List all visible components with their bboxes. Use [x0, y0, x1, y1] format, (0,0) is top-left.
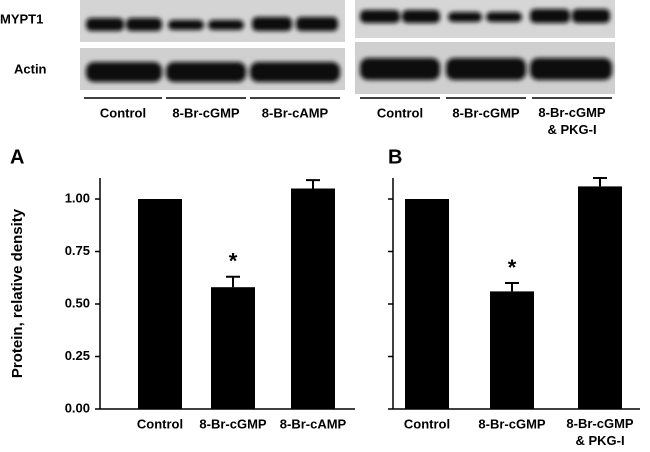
group-label: Control [377, 105, 423, 120]
error-bar [306, 179, 320, 189]
panel-label: A [10, 146, 24, 168]
y-tick-label: 0.00 [65, 400, 90, 415]
y-tick-label: 0.75 [65, 243, 90, 258]
blot-groups: Control 8-Br-cGMP 8-Br-cAMP Control 8-Br-cGM… [84, 97, 612, 137]
significance-marker: * [508, 255, 517, 280]
x-tick-label: 8-Br-cAMP [280, 416, 347, 431]
significance-marker: * [229, 249, 238, 274]
bar [578, 186, 622, 409]
blot-row-label: Actin [14, 61, 47, 76]
error-bar [505, 282, 519, 292]
blot-bands [86, 9, 612, 82]
y-tick-label: 0.50 [65, 295, 90, 310]
charts: A Protein, relative density 0.00 0.25 0.50 0.… [9, 146, 640, 448]
blot-row-label: MYPT1 [0, 11, 43, 26]
error-bar [593, 177, 607, 187]
bar [138, 199, 182, 409]
group-label: 8-Br-cGMP [172, 105, 240, 120]
group-label: Control [100, 105, 146, 120]
y-axis-label: Protein, relative density [9, 208, 26, 378]
bar [405, 199, 449, 409]
group-label: 8-Br-cGMP & PKG-I [538, 105, 606, 137]
x-tick-label: 8-Br-cGMP [478, 416, 546, 431]
error-bar [226, 275, 240, 288]
group-label: 8-Br-cAMP [262, 105, 329, 120]
x-tick-label: Control [404, 416, 450, 431]
bar [291, 188, 335, 409]
panel-label: B [388, 146, 402, 168]
group-label: 8-Br-cGMP [452, 105, 520, 120]
y-tick-label: 1.00 [65, 190, 90, 205]
y-tick-label: 0.25 [65, 348, 90, 363]
x-tick-label: 8-Br-cGMP & PKG-I [566, 416, 634, 448]
x-tick-label: Control [137, 416, 183, 431]
bar [211, 287, 255, 409]
x-tick-label: 8-Br-cGMP [199, 416, 267, 431]
bar [490, 291, 534, 409]
